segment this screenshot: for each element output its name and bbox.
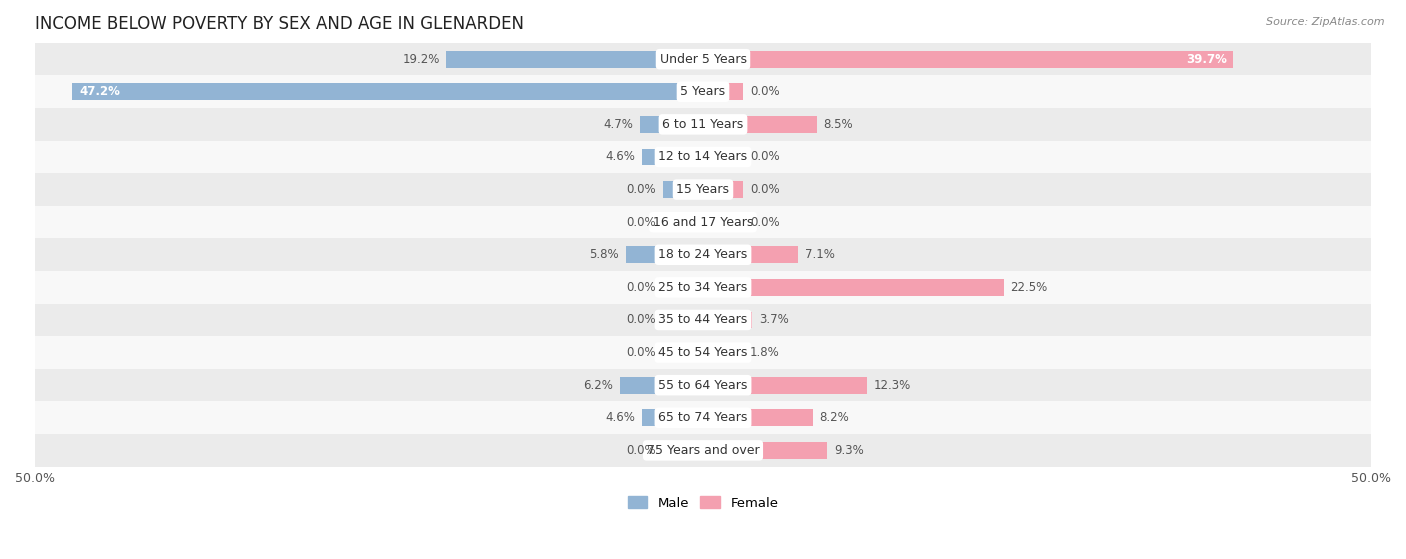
Bar <box>662 442 703 459</box>
Bar <box>620 377 703 394</box>
Text: 12 to 14 Years: 12 to 14 Years <box>658 150 748 163</box>
Bar <box>641 409 703 427</box>
Text: 18 to 24 Years: 18 to 24 Years <box>658 248 748 261</box>
Bar <box>35 43 1371 75</box>
Text: Source: ZipAtlas.com: Source: ZipAtlas.com <box>1267 17 1385 27</box>
Text: 0.0%: 0.0% <box>749 150 779 163</box>
Text: 6.2%: 6.2% <box>583 378 613 392</box>
Text: 0.0%: 0.0% <box>627 281 657 294</box>
Text: INCOME BELOW POVERTY BY SEX AND AGE IN GLENARDEN: INCOME BELOW POVERTY BY SEX AND AGE IN G… <box>35 15 524 33</box>
Bar <box>703 181 744 198</box>
Bar <box>703 247 797 263</box>
Bar <box>662 311 703 329</box>
Text: 0.0%: 0.0% <box>627 216 657 229</box>
Text: 0.0%: 0.0% <box>627 183 657 196</box>
Text: 39.7%: 39.7% <box>1185 53 1226 66</box>
Bar <box>662 279 703 296</box>
Text: 16 and 17 Years: 16 and 17 Years <box>652 216 754 229</box>
Bar <box>35 271 1371 304</box>
Bar <box>703 442 827 459</box>
Bar <box>641 149 703 165</box>
Bar <box>703 116 817 133</box>
Text: 65 to 74 Years: 65 to 74 Years <box>658 411 748 424</box>
Bar <box>35 434 1371 467</box>
Text: 47.2%: 47.2% <box>79 86 120 98</box>
Text: 4.6%: 4.6% <box>605 150 636 163</box>
Text: 8.2%: 8.2% <box>820 411 849 424</box>
Text: 75 Years and over: 75 Years and over <box>647 444 759 457</box>
Bar <box>35 304 1371 337</box>
Bar <box>35 337 1371 369</box>
Legend: Male, Female: Male, Female <box>623 491 783 515</box>
Bar <box>703 214 744 231</box>
Text: 0.0%: 0.0% <box>627 444 657 457</box>
Bar <box>35 108 1371 141</box>
Text: 0.0%: 0.0% <box>627 314 657 326</box>
Bar <box>626 247 703 263</box>
Text: 3.7%: 3.7% <box>759 314 789 326</box>
Bar <box>35 75 1371 108</box>
Text: 15 Years: 15 Years <box>676 183 730 196</box>
Bar <box>703 409 813 427</box>
Bar <box>35 369 1371 401</box>
Bar <box>703 51 1233 68</box>
Text: 0.0%: 0.0% <box>749 216 779 229</box>
Bar <box>35 206 1371 239</box>
Bar <box>35 173 1371 206</box>
Bar <box>703 377 868 394</box>
Bar <box>703 279 1004 296</box>
Text: 35 to 44 Years: 35 to 44 Years <box>658 314 748 326</box>
Bar <box>72 83 703 100</box>
Text: 1.8%: 1.8% <box>749 346 779 359</box>
Text: 19.2%: 19.2% <box>402 53 440 66</box>
Bar <box>640 116 703 133</box>
Text: 0.0%: 0.0% <box>749 86 779 98</box>
Text: 55 to 64 Years: 55 to 64 Years <box>658 378 748 392</box>
Text: 7.1%: 7.1% <box>804 248 834 261</box>
Bar <box>703 344 744 361</box>
Text: 4.6%: 4.6% <box>605 411 636 424</box>
Bar <box>35 239 1371 271</box>
Bar <box>703 83 744 100</box>
Text: 25 to 34 Years: 25 to 34 Years <box>658 281 748 294</box>
Text: 9.3%: 9.3% <box>834 444 863 457</box>
Text: 4.7%: 4.7% <box>603 118 634 131</box>
Bar <box>703 311 752 329</box>
Text: 5 Years: 5 Years <box>681 86 725 98</box>
Text: Under 5 Years: Under 5 Years <box>659 53 747 66</box>
Text: 45 to 54 Years: 45 to 54 Years <box>658 346 748 359</box>
Bar <box>662 344 703 361</box>
Text: 6 to 11 Years: 6 to 11 Years <box>662 118 744 131</box>
Text: 12.3%: 12.3% <box>875 378 911 392</box>
Bar <box>447 51 703 68</box>
Text: 5.8%: 5.8% <box>589 248 619 261</box>
Bar <box>662 181 703 198</box>
Bar <box>703 149 744 165</box>
Text: 22.5%: 22.5% <box>1011 281 1047 294</box>
Bar <box>662 214 703 231</box>
Text: 8.5%: 8.5% <box>824 118 853 131</box>
Text: 0.0%: 0.0% <box>627 346 657 359</box>
Bar <box>35 141 1371 173</box>
Text: 0.0%: 0.0% <box>749 183 779 196</box>
Bar <box>35 401 1371 434</box>
